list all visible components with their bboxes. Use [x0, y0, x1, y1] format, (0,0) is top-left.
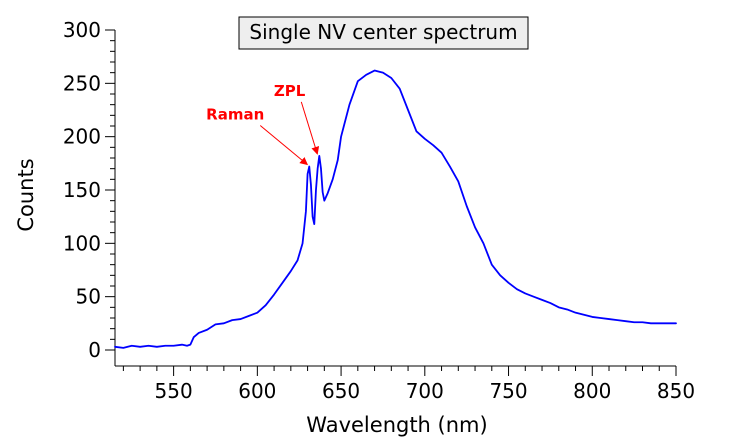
y-axis-title: Counts [14, 158, 38, 231]
annotation-group: ZPL Raman [206, 82, 320, 166]
y-tick-label: 150 [63, 178, 101, 202]
x-tick-label: 750 [489, 379, 527, 403]
chart-title: Single NV center spectrum [249, 20, 517, 44]
x-axis-title: Wavelength (nm) [306, 413, 487, 437]
x-tick-label: 550 [155, 379, 193, 403]
x-tick-label: 800 [573, 379, 611, 403]
y-tick-label: 200 [63, 125, 101, 149]
annotation-label-raman: Raman [206, 106, 264, 124]
annotation-label-zpl: ZPL [274, 82, 306, 100]
y-tick-label: 100 [63, 231, 101, 255]
x-tick-label: 700 [406, 379, 444, 403]
y-tick-label: 0 [88, 338, 101, 362]
y-tick-label: 250 [63, 71, 101, 95]
x-tick-label: 600 [238, 379, 276, 403]
x-tick-label: 650 [322, 379, 360, 403]
y-tick-label: 300 [63, 18, 101, 42]
annotation-arrow [300, 101, 320, 155]
chart-title-group: Single NV center spectrum [238, 16, 529, 50]
axes-group: 0 50 100 150 200 250 300 550 600 650 700 750 800 850 [63, 18, 695, 403]
x-tick-label: 850 [657, 379, 695, 403]
annotation-arrow [259, 125, 309, 166]
series-group [114, 69, 677, 349]
y-tick-label: 50 [76, 285, 101, 309]
chart-title-box [238, 16, 529, 50]
series-line-0 [114, 69, 677, 349]
